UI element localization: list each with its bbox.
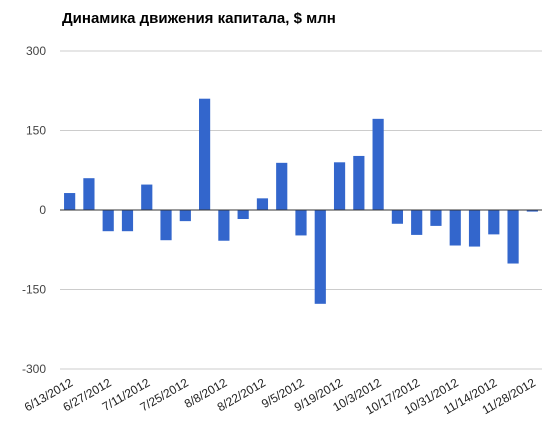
y-tick-label: 300	[26, 44, 46, 58]
bar	[411, 210, 423, 235]
bar	[237, 210, 249, 220]
bar	[507, 210, 519, 264]
bar	[83, 178, 95, 210]
bar	[468, 210, 481, 247]
y-tick-label: 0	[39, 203, 46, 217]
bar	[141, 184, 153, 210]
y-tick-label: -300	[22, 362, 46, 376]
bar	[199, 98, 211, 210]
bar	[372, 118, 384, 210]
bar	[314, 210, 326, 304]
bar	[391, 210, 403, 224]
bar	[102, 210, 114, 232]
bar	[488, 210, 500, 235]
y-tick-label: -150	[22, 283, 46, 297]
bar	[218, 210, 230, 241]
bar	[430, 210, 442, 226]
bar	[526, 210, 538, 212]
bar	[295, 210, 307, 236]
bar	[449, 210, 461, 246]
bar	[256, 198, 269, 210]
bar	[276, 162, 288, 210]
chart-title: Динамика движения капитала, $ млн	[62, 10, 336, 27]
bar	[179, 210, 191, 222]
bar	[64, 193, 76, 210]
bar	[333, 162, 346, 210]
bar	[121, 210, 134, 232]
y-tick-label: 150	[26, 124, 46, 138]
bar	[353, 155, 365, 210]
bar	[160, 210, 172, 241]
